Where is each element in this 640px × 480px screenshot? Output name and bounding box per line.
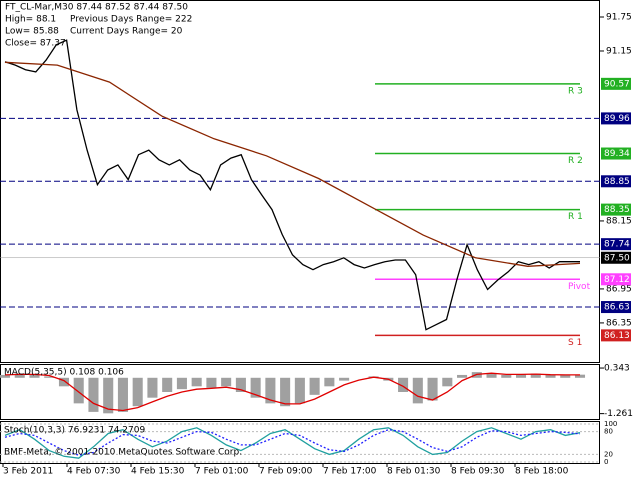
header-low: Low= 85.88 bbox=[5, 27, 59, 37]
macd-bar bbox=[29, 374, 40, 378]
macd-bar bbox=[14, 373, 25, 378]
price-line bbox=[4, 39, 580, 331]
y-tick-label: 0 bbox=[604, 458, 608, 466]
x-tick-label: 3 Feb 2011 bbox=[3, 467, 53, 477]
x-tick-label: 8 Feb 18:00 bbox=[515, 467, 569, 477]
macd-bar bbox=[294, 377, 305, 404]
macd-bar bbox=[235, 377, 246, 392]
x-tick-label: 8 Feb 01:30 bbox=[387, 467, 441, 477]
x-tick-label: 7 Feb 17:00 bbox=[323, 467, 377, 477]
x-tick-label: 4 Feb 07:30 bbox=[67, 467, 121, 477]
stoch-panel bbox=[0, 421, 600, 464]
header-high: High= 88.1 bbox=[5, 15, 56, 25]
y-tick-label: -1.261 bbox=[604, 409, 633, 419]
price-box bbox=[601, 77, 631, 90]
price-box-label: 89.96 bbox=[604, 114, 630, 124]
macd-bar bbox=[398, 377, 409, 392]
price-box-label: 86.63 bbox=[604, 303, 630, 313]
price-box bbox=[601, 251, 631, 264]
macd-bar bbox=[515, 374, 527, 378]
macd-bar bbox=[162, 377, 173, 392]
price-box-label: 87.50 bbox=[604, 253, 630, 263]
macd-bar bbox=[221, 377, 232, 387]
x-tick-label: 8 Feb 09:30 bbox=[451, 467, 505, 477]
macd-bar bbox=[560, 374, 571, 378]
y-tick-label: 91.15 bbox=[606, 46, 632, 56]
macd-bar bbox=[545, 374, 556, 378]
header-prev-range: Previous Days Range= 222 bbox=[70, 15, 192, 25]
stoch-signal bbox=[4, 429, 581, 456]
macd-bar bbox=[0, 374, 11, 378]
macd-bar bbox=[442, 377, 453, 387]
price-box-label: 88.35 bbox=[604, 205, 630, 215]
pivot-level-label: R 1 bbox=[568, 212, 583, 222]
price-box bbox=[601, 147, 631, 160]
macd-bar bbox=[457, 374, 468, 378]
macd-bar bbox=[206, 377, 217, 388]
stoch-title: Stoch(10,3,3) 76.9231 74.2709 bbox=[4, 426, 145, 436]
macd-bar bbox=[574, 374, 586, 378]
macd-bar bbox=[265, 377, 276, 404]
macd-bar bbox=[486, 373, 497, 378]
macd-bar bbox=[339, 377, 350, 381]
price-box-label: 87.74 bbox=[604, 240, 630, 250]
price-box-label: 89.34 bbox=[604, 149, 630, 159]
price-line bbox=[4, 61, 581, 267]
macd-bar bbox=[103, 377, 114, 414]
macd-bar bbox=[88, 377, 99, 412]
y-tick-label: 20 bbox=[604, 450, 613, 458]
price-box-label: 87.12 bbox=[604, 275, 630, 285]
price-box-label: 90.57 bbox=[604, 79, 630, 89]
y-tick-label: 80 bbox=[604, 428, 613, 436]
header-curr-range: Current Days Range= 20 bbox=[70, 27, 183, 37]
y-tick-label: 91.75 bbox=[606, 12, 632, 22]
price-box-label: 86.13 bbox=[604, 331, 630, 341]
macd-bar bbox=[309, 377, 320, 395]
price-box bbox=[601, 112, 631, 125]
price-box bbox=[601, 273, 631, 286]
price-box bbox=[601, 329, 631, 342]
macd-bar bbox=[427, 377, 438, 401]
price-box bbox=[601, 238, 631, 251]
macd-bar bbox=[191, 377, 202, 387]
pivot-level-label: R 3 bbox=[568, 86, 583, 96]
x-tick-label: 4 Feb 15:30 bbox=[131, 467, 185, 477]
x-tick-label: 7 Feb 09:00 bbox=[259, 467, 313, 477]
y-tick-label: 88.15 bbox=[606, 216, 632, 226]
macd-bar bbox=[250, 377, 261, 398]
price-box-label: 88.85 bbox=[604, 177, 630, 187]
macd-bar bbox=[324, 377, 335, 387]
macd-bar bbox=[147, 377, 158, 398]
macd-bar bbox=[412, 377, 423, 404]
pivot-level-label: Pivot bbox=[568, 282, 591, 292]
macd-bar bbox=[117, 377, 128, 412]
pivot-level-label: S 1 bbox=[568, 338, 582, 348]
price-box bbox=[601, 203, 631, 216]
price-box bbox=[601, 301, 631, 314]
header-close: Close= 87.37 bbox=[5, 39, 66, 49]
macd-bar bbox=[132, 377, 143, 407]
macd-bar bbox=[44, 376, 55, 378]
y-tick-label: 86.95 bbox=[606, 284, 632, 294]
pivot-level-label: R 2 bbox=[568, 156, 583, 166]
macd-signal bbox=[4, 372, 580, 412]
macd-bar bbox=[73, 377, 84, 404]
macd-bar bbox=[58, 377, 70, 387]
copyright: BMF-Meta, © 2001-2010 MetaQuotes Softwar… bbox=[4, 448, 242, 458]
macd-panel bbox=[0, 364, 600, 420]
macd-bar bbox=[501, 374, 512, 378]
header-symbol: FT_CL-Mar,M30 87.44 87.52 87.44 87.50 bbox=[5, 3, 188, 13]
price-box bbox=[601, 175, 631, 188]
y-tick-label: 0.343 bbox=[604, 364, 630, 374]
macd-bar bbox=[176, 377, 187, 390]
macd-bar bbox=[530, 373, 541, 378]
x-tick-label: 7 Feb 01:00 bbox=[195, 467, 249, 477]
y-tick-label: 100 bbox=[604, 420, 617, 428]
y-tick-label: 86.35 bbox=[606, 318, 632, 328]
macd-bar bbox=[280, 377, 291, 407]
macd-title: MACD(5,35,5) 0.108 0.106 bbox=[4, 368, 124, 378]
